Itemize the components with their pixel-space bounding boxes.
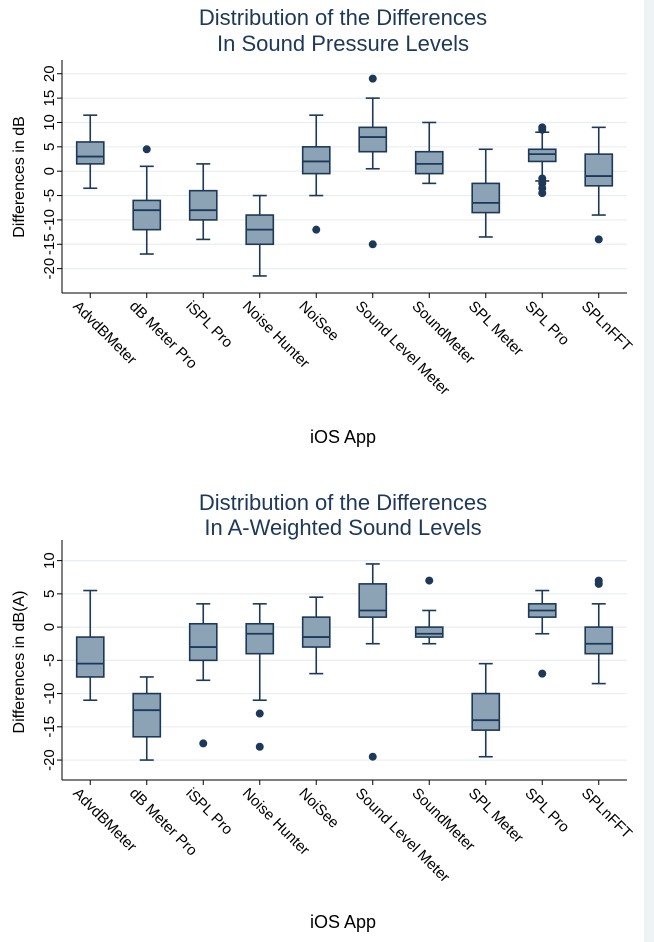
- box-splnfft: [584, 576, 614, 685]
- iqr-box: [245, 622, 275, 655]
- y-tick-label: -20: [41, 749, 58, 771]
- outlier-point: [312, 225, 321, 234]
- iqr-box: [75, 636, 105, 678]
- x-tick-label: iSPL Pro: [182, 785, 235, 838]
- y-tick-label: -15: [41, 716, 58, 738]
- box-splnfft: [584, 126, 614, 244]
- iqr-box: [358, 126, 388, 153]
- iqr-box: [584, 626, 614, 655]
- box-ispl-pro: [188, 603, 218, 748]
- x-tick-label: SPL Pro: [521, 785, 572, 836]
- iqr-box: [414, 150, 444, 175]
- box-db-meter-pro: [132, 676, 162, 761]
- iqr-box: [188, 622, 218, 662]
- outlier-point: [142, 145, 151, 154]
- y-tick-label: 0: [41, 623, 58, 631]
- outlier-point: [594, 576, 603, 585]
- outlier-point: [538, 123, 547, 132]
- x-tick-label: iSPL Pro: [182, 298, 235, 351]
- outlier-point: [255, 742, 264, 751]
- box-db-meter-pro: [132, 145, 162, 255]
- box-spl-pro: [527, 589, 557, 678]
- chart-title: Distribution of the Differences: [199, 5, 487, 30]
- y-tick-label: 0: [41, 167, 58, 175]
- iqr-box: [75, 141, 105, 165]
- box-noise-hunter: [245, 603, 275, 751]
- y-tick-label: -10: [41, 209, 58, 231]
- y-tick-label: -15: [41, 233, 58, 255]
- x-tick-label: Sound Level Meter: [352, 785, 453, 886]
- outlier-point: [368, 752, 377, 761]
- iqr-box: [414, 626, 444, 638]
- y-tick-label: 20: [41, 65, 58, 82]
- chart-sound-pressure: Distribution of the Differences In Sound…: [11, 5, 635, 447]
- iqr-box: [584, 153, 614, 187]
- y-tick-label: 5: [41, 143, 58, 151]
- iqr-box: [132, 199, 162, 231]
- x-axis-label: iOS App: [310, 427, 376, 447]
- outlier-point: [538, 189, 547, 198]
- iqr-box: [471, 692, 501, 731]
- y-tick-label: -5: [41, 189, 58, 202]
- iqr-box: [471, 182, 501, 214]
- y-axis-label: Differences in dB: [11, 116, 28, 238]
- iqr-box: [188, 189, 218, 221]
- outlier-point: [368, 240, 377, 249]
- box-noise-hunter: [245, 194, 275, 277]
- outlier-point: [199, 739, 208, 748]
- iqr-box: [358, 583, 388, 618]
- y-axis-label: Differences in dB(A): [11, 591, 28, 734]
- y-tick-label: 10: [41, 114, 58, 131]
- iqr-box: [132, 692, 162, 738]
- x-tick-label: NoiSee: [295, 298, 342, 345]
- outlier-point: [425, 576, 434, 585]
- box-noisee: [301, 114, 331, 234]
- y-tick-label: 10: [41, 552, 58, 569]
- box-soundmeter: [414, 121, 444, 185]
- outlier-point: [538, 669, 547, 678]
- y-tick-label: -5: [41, 654, 58, 667]
- x-tick-label: SPLnFFT: [578, 785, 635, 842]
- outlier-point: [368, 74, 377, 83]
- chart-title: Distribution of the Differences: [199, 490, 487, 515]
- iqr-box: [301, 616, 331, 648]
- x-tick-label: Sound Level Meter: [352, 298, 453, 399]
- x-axis-label: iOS App: [310, 912, 376, 932]
- y-tick-label: -10: [41, 683, 58, 705]
- y-tick-label: 5: [41, 590, 58, 598]
- box-ispl-pro: [188, 163, 218, 241]
- chart-subtitle: In Sound Pressure Levels: [217, 31, 469, 56]
- box-sound-level-meter: [358, 563, 388, 761]
- box-noisee: [301, 596, 331, 675]
- iqr-box: [301, 146, 331, 175]
- box-spl-meter: [471, 662, 501, 758]
- box-advdbmeter: [75, 589, 105, 702]
- box-advdbmeter: [75, 114, 105, 190]
- chart-a-weighted: Distribution of the Differences In A-Wei…: [11, 490, 635, 932]
- box-spl-pro: [527, 123, 557, 198]
- box-soundmeter: [414, 576, 444, 645]
- chart-subtitle: In A-Weighted Sound Levels: [204, 515, 481, 540]
- iqr-box: [527, 148, 557, 163]
- box-sound-level-meter: [358, 74, 388, 249]
- outlier-point: [255, 709, 264, 718]
- outlier-point: [594, 235, 603, 244]
- y-tick-label: 15: [41, 90, 58, 107]
- x-tick-label: SPLnFFT: [578, 298, 635, 355]
- window-edge: [644, 0, 654, 942]
- box-spl-meter: [471, 148, 501, 238]
- x-tick-label: SPL Pro: [521, 298, 572, 349]
- x-tick-label: NoiSee: [295, 785, 342, 832]
- y-tick-label: -20: [41, 258, 58, 280]
